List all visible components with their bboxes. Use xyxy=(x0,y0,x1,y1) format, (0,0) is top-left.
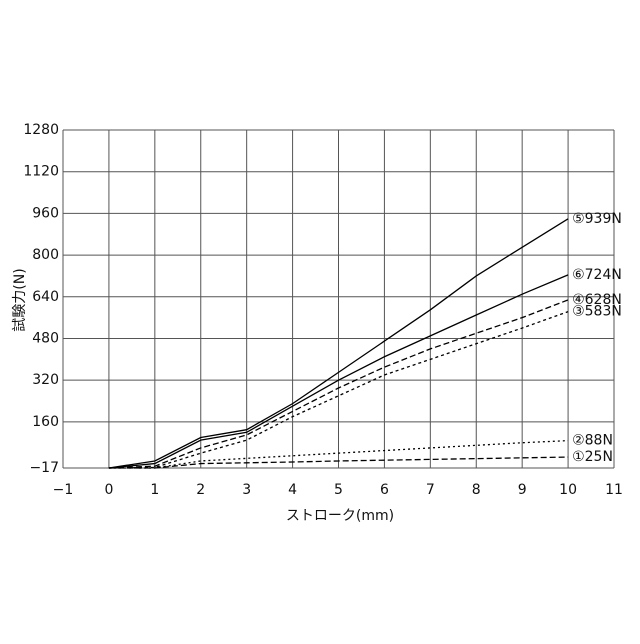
x-tick-label: 6 xyxy=(380,482,389,498)
x-tick-label: 0 xyxy=(104,482,113,498)
series-label: ①25N xyxy=(572,449,613,465)
x-tick-label: 10 xyxy=(559,482,577,498)
y-axis-label: 試験力(N) xyxy=(12,268,28,331)
x-tick-label: 9 xyxy=(518,482,527,498)
x-tick-label: 5 xyxy=(334,482,343,498)
x-tick-label: 8 xyxy=(472,482,481,498)
y-tick-label: 160 xyxy=(32,414,59,430)
x-tick-label: 7 xyxy=(426,482,435,498)
x-tick-label: −1 xyxy=(53,482,74,498)
y-tick-label: 320 xyxy=(32,372,59,388)
series-label: ⑤939N xyxy=(572,211,622,227)
y-tick-label: 1280 xyxy=(23,122,59,138)
y-tick-label: 1120 xyxy=(23,164,59,180)
y-tick-label: 480 xyxy=(32,330,59,346)
series-label: ⑥724N xyxy=(572,267,622,283)
y-tick-label: 960 xyxy=(32,205,59,221)
y-tick-label: 800 xyxy=(32,247,59,263)
series-label: ③583N xyxy=(572,304,622,320)
x-tick-label: 1 xyxy=(150,482,159,498)
chart: ストローク(mm) 試験力(N) −1716032048064080096011… xyxy=(0,0,640,640)
y-tick-label: 640 xyxy=(32,289,59,305)
series-label: ②88N xyxy=(572,433,613,449)
x-axis-label: ストローク(mm) xyxy=(286,508,394,524)
x-tick-label: 2 xyxy=(196,482,205,498)
x-tick-label: 4 xyxy=(288,482,297,498)
y-tick-label: −17 xyxy=(29,460,59,476)
x-tick-label: 11 xyxy=(605,482,623,498)
x-tick-label: 3 xyxy=(242,482,251,498)
